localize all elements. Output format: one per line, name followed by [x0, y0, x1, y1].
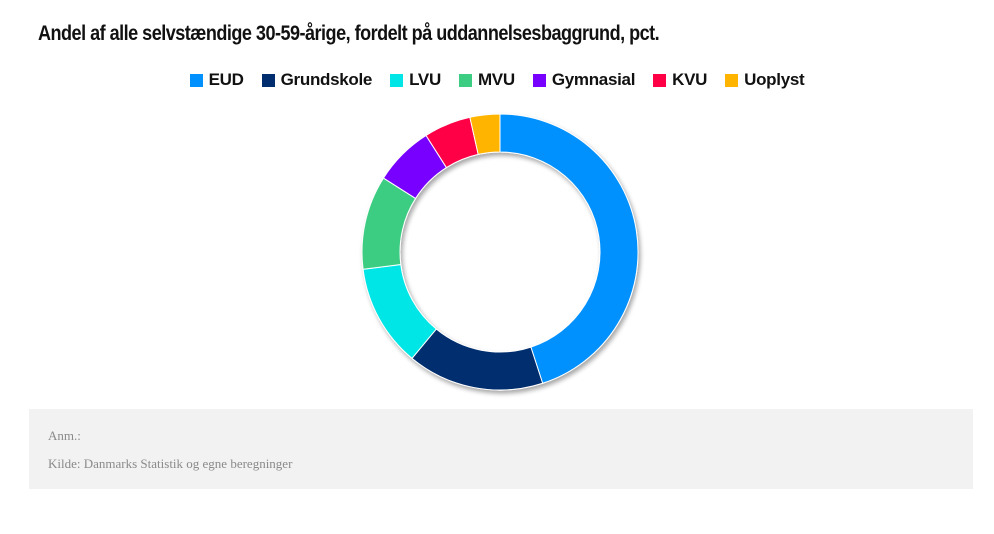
legend-label: EUD	[208, 70, 244, 89]
legend-swatch	[458, 73, 472, 87]
notes-panel: Anm.: Kilde: Danmarks Statistik og egne …	[29, 409, 973, 489]
legend-item-grundskole[interactable]: Grundskole	[261, 70, 373, 90]
legend-label: Gymnasial	[551, 70, 636, 89]
chart-legend: EUD Grundskole LVU MVU Gymnasial KVU Uoplyst	[0, 68, 994, 92]
legend-label: KVU	[672, 70, 708, 89]
note-source: Kilde: Danmarks Statistik og egne beregn…	[48, 456, 293, 471]
legend-item-gymnasial[interactable]: Gymnasial	[532, 70, 636, 90]
legend-label: LVU	[409, 70, 441, 89]
legend-swatch	[261, 73, 275, 87]
legend-item-lvu[interactable]: LVU	[390, 70, 441, 90]
slice-uoplyst[interactable]	[469, 113, 501, 156]
legend-item-kvu[interactable]: KVU	[653, 70, 707, 90]
legend-swatch	[189, 73, 203, 87]
legend-item-eud[interactable]: EUD	[189, 70, 244, 90]
legend-swatch	[390, 73, 404, 87]
legend-swatch	[653, 73, 667, 87]
slice-eud[interactable]	[499, 113, 639, 384]
legend-label: Grundskole	[280, 70, 373, 89]
legend-swatch	[725, 73, 739, 87]
legend-item-uoplyst[interactable]: Uoplyst	[725, 70, 805, 90]
legend-item-mvu[interactable]: MVU	[458, 70, 515, 90]
legend-label: Uoplyst	[744, 70, 805, 89]
slice-grundskole[interactable]	[411, 328, 544, 391]
chart-title: Andel af alle selvstændige 30-59-årige, …	[38, 22, 660, 45]
note-annotation: Anm.:	[48, 428, 81, 443]
legend-label: MVU	[477, 70, 515, 89]
legend-swatch	[532, 73, 546, 87]
